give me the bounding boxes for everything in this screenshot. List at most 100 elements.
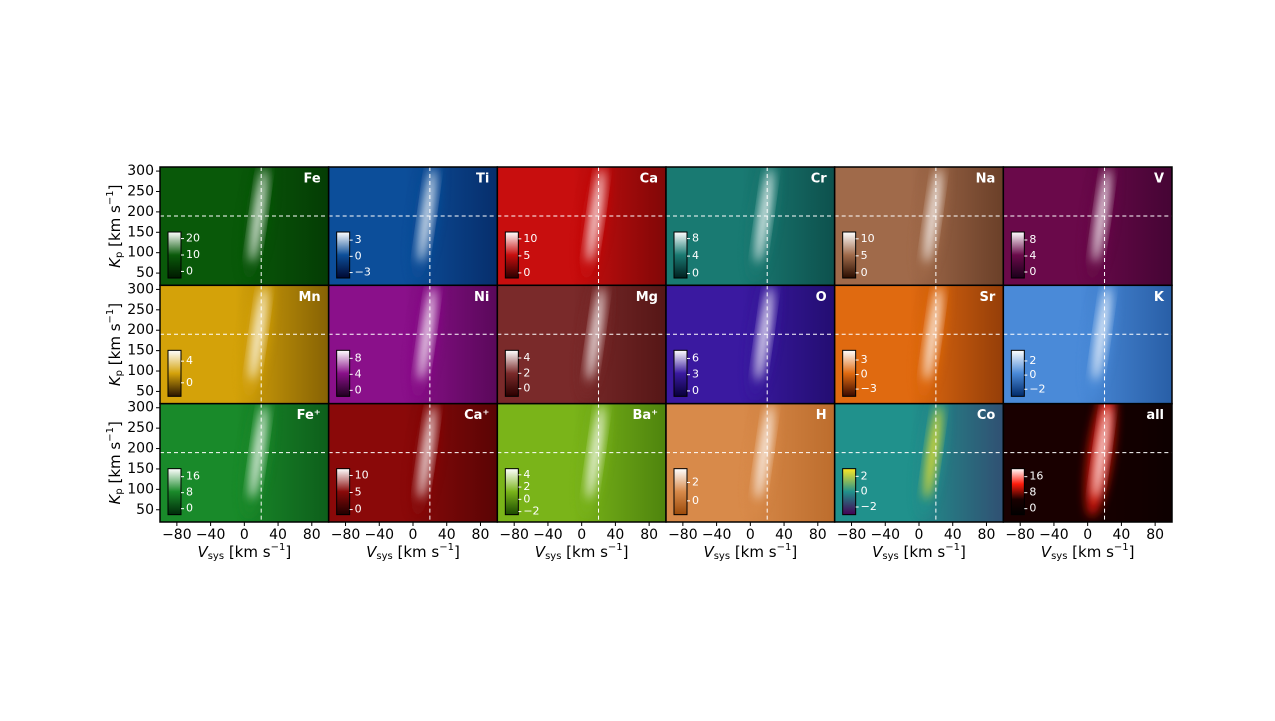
x-tick-label: −40 <box>533 527 563 543</box>
y-tick-label: 150 <box>127 343 154 359</box>
colorbar-tick-label: 6 <box>692 351 699 364</box>
axis-label: Kp [km s−1] <box>105 303 125 386</box>
y-tick-label: 200 <box>127 204 154 220</box>
heatmap <box>666 167 835 286</box>
heatmap <box>328 167 498 286</box>
panel-title: H <box>816 408 827 423</box>
axis-label-part: sys <box>714 551 730 562</box>
x-tick-label: 40 <box>944 527 962 543</box>
colorbar-tick-label: 0 <box>692 494 699 507</box>
x-tick-label: 40 <box>1112 527 1130 543</box>
axis-label-part: K <box>106 493 124 504</box>
x-tick-label: −40 <box>196 527 226 543</box>
x-tick-label: −80 <box>1005 527 1035 543</box>
heatmap <box>497 285 666 404</box>
y-tick-label: 100 <box>127 245 154 261</box>
colorbar-tick-label: −3 <box>355 266 371 279</box>
panel-title: V <box>1154 172 1164 187</box>
colorbar-tick-label: 10 <box>186 248 200 261</box>
colorbar-tick-label: 0 <box>861 266 868 279</box>
axis-label-part: V <box>872 543 884 561</box>
axis-label-part: −1 <box>105 427 116 442</box>
axis-label-part: [km s <box>106 442 124 489</box>
x-tick-label: 40 <box>606 527 624 543</box>
y-tick-label: 250 <box>127 420 154 436</box>
x-tick-label: −80 <box>162 527 192 543</box>
x-tick-label: −80 <box>499 527 529 543</box>
heatmap <box>834 403 1004 522</box>
x-tick-label: −40 <box>702 527 732 543</box>
colorbar-tick-label: 8 <box>1029 233 1036 246</box>
panel: Ti −3 0 3 <box>327 166 499 290</box>
axis-label-part: ] <box>285 543 291 561</box>
panel-title: Cr <box>811 172 828 187</box>
colorbar-tick-label: 8 <box>186 486 193 499</box>
heatmap <box>497 167 666 286</box>
colorbar-tick-label: 8 <box>692 232 699 245</box>
colorbar <box>1010 349 1025 397</box>
axis-label-part: −1 <box>105 309 116 324</box>
colorbar-tick-label: 0 <box>355 503 362 516</box>
axis-label-part: [km s <box>393 543 440 561</box>
axis-label-part: K <box>106 257 124 268</box>
colorbar <box>504 468 519 516</box>
colorbar-tick-label: 10 <box>861 232 875 245</box>
colorbar-tick-label: 0 <box>1029 368 1036 381</box>
axis-label-part: ] <box>791 543 797 561</box>
colorbar-tick-label: 4 <box>523 468 530 481</box>
panel: Sr −30 3 <box>833 284 1005 408</box>
colorbar-tick-label: 8 <box>355 351 362 364</box>
panel: V 0 4 8 <box>1002 166 1173 290</box>
colorbar-tick-label: 0 <box>186 376 193 389</box>
panel: −80 −40 0 40 80 Co −2 0 2 <box>833 402 1005 543</box>
y-tick-label: 100 <box>127 481 154 497</box>
axis-label: Vsys [km s−1] <box>872 542 966 562</box>
axis-label-part: V <box>703 543 715 561</box>
panel-title: K <box>1154 290 1165 305</box>
y-tick-label: 200 <box>127 322 154 338</box>
colorbar-tick-label: −2 <box>1029 382 1045 395</box>
axis-label-part: −1 <box>608 542 623 553</box>
axis-label-part: ] <box>106 303 124 309</box>
colorbar-tick-label: 0 <box>186 502 193 515</box>
x-tick-label: 80 <box>472 527 490 543</box>
colorbar-tick-label: 0 <box>692 384 699 397</box>
panel-title: Sr <box>980 290 996 305</box>
heatmap <box>666 285 835 404</box>
axis-label-part: ] <box>960 543 966 561</box>
colorbar-tick-label: 2 <box>523 480 530 493</box>
heatmap <box>1003 167 1172 286</box>
colorbar-tick-label: 16 <box>1029 470 1043 483</box>
colorbar-tick-label: 4 <box>355 367 362 380</box>
x-tick-label: 0 <box>1083 527 1092 543</box>
panel: Ni 0 4 8 <box>327 284 499 408</box>
axis-label-part: −1 <box>439 542 454 553</box>
panel-title: Fe <box>303 172 320 187</box>
x-tick-label: 80 <box>303 527 321 543</box>
colorbar-tick-label: 0 <box>692 267 699 280</box>
colorbar-tick-label: −2 <box>523 505 539 518</box>
panel-title: Mg <box>636 290 658 305</box>
colorbar-tick-label: 0 <box>355 383 362 396</box>
panel-title: Ca⁺ <box>464 408 489 423</box>
axis-label-part: ] <box>106 421 124 427</box>
colorbar-tick-label: 0 <box>861 368 868 381</box>
panel-title: Ba⁺ <box>632 408 658 423</box>
colorbar-tick-label: 5 <box>861 249 868 262</box>
panel-title: Ni <box>474 290 489 305</box>
x-tick-label: 80 <box>978 527 996 543</box>
colorbar-tick-label: 3 <box>355 233 362 246</box>
panel: K −202 <box>1002 284 1173 408</box>
axis-label-part: −1 <box>945 542 960 553</box>
y-tick-label: 300 <box>127 400 154 416</box>
colorbar-tick-label: 4 <box>692 249 699 262</box>
panel: Ca 0 5 10 <box>496 166 667 290</box>
panel: Cr 0 4 8 <box>665 166 836 290</box>
axis-label-part: [km s <box>224 543 271 561</box>
axis-label-part: sys <box>545 551 561 562</box>
heatmap <box>160 403 329 522</box>
colorbar-tick-label: 0 <box>355 249 362 262</box>
